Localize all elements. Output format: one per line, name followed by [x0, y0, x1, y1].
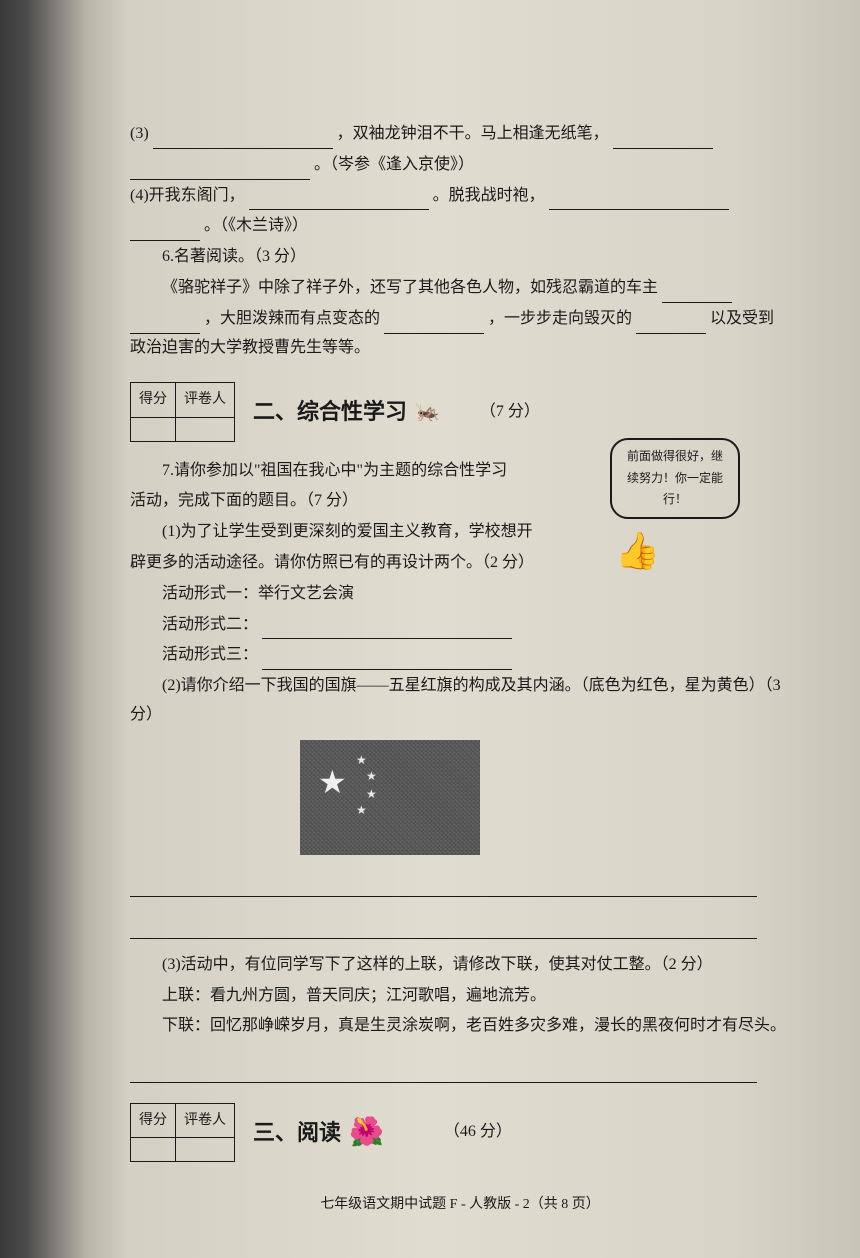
blank-field[interactable]: [130, 314, 200, 334]
blank-field[interactable]: [549, 190, 729, 210]
activity-2-label: 活动形式二：: [162, 616, 258, 633]
question-7-sub2: (2)请你介绍一下我国的国旗——五星红旗的构成及其内涵。（底色为红色，星为黄色）…: [130, 672, 790, 730]
q6-body1: 《骆驼祥子》中除了祥子外，还写了其他各色人物，如残忍霸道的车主: [162, 279, 658, 296]
flower-icon: 🌺: [349, 1108, 384, 1158]
blank-field[interactable]: [249, 190, 429, 210]
activity-3: 活动形式三：: [162, 641, 790, 670]
answer-line[interactable]: [130, 867, 757, 897]
section-3-title: 三、阅读: [253, 1113, 341, 1153]
section-2-header: 得分 评卷人 二、综合性学习 🦗 （7 分）: [130, 382, 790, 441]
blank-field[interactable]: [262, 650, 512, 670]
section-2-title: 二、综合性学习: [253, 392, 407, 432]
answer-line[interactable]: [130, 909, 757, 939]
q4-prefix: (4)开我东阁门，: [130, 187, 245, 204]
blank-field[interactable]: [662, 283, 732, 303]
score-cell[interactable]: [131, 1138, 176, 1162]
activity-1: 活动形式一：举行文艺会演: [162, 580, 790, 609]
score-col1: 得分: [131, 383, 176, 417]
lower-couplet: 下联：回忆那峥嵘岁月，真是生灵涂炭啊，老百姓多灾多难，漫长的黑夜何时才有尽头。: [130, 1012, 790, 1041]
blank-field[interactable]: [613, 129, 713, 149]
score-table: 得分 评卷人: [130, 1103, 235, 1162]
q3-mid1: ，双袖龙钟泪不干。马上相逢无纸笔，: [337, 125, 609, 142]
blank-field[interactable]: [636, 314, 706, 334]
question-6-body-cont: ，大胆泼辣而有点变态的 ，一步步走向毁灭的 以及受到政治迫害的大学教授曹先生等等…: [130, 305, 790, 363]
upper-couplet: 上联：看九州方圆，普天同庆；江河歌唱，遍地流芳。: [130, 982, 790, 1011]
q4-suffix: 。（《木兰诗》）: [204, 217, 308, 234]
question-4-cont: 。（《木兰诗》）: [130, 212, 790, 241]
score-col2: 评卷人: [176, 383, 235, 417]
q6-body2: ，大胆泼辣而有点变态的: [204, 310, 380, 327]
question-3-cont: 。（岑参《逢入京使》）: [130, 151, 790, 180]
encouragement-callout: 前面做得很好，继续努力！你一定能行！ 👍: [610, 438, 790, 584]
blank-field[interactable]: [262, 619, 512, 639]
answer-line[interactable]: [130, 1053, 757, 1083]
q3-mid2: 。（岑参《逢入京使》）: [314, 156, 474, 173]
question-6-title: 6.名著阅读。（3 分）: [130, 243, 790, 272]
score-col1: 得分: [131, 1104, 176, 1138]
blank-field[interactable]: [384, 314, 484, 334]
blank-field[interactable]: [130, 160, 310, 180]
section-2-points: （7 分）: [480, 398, 540, 427]
small-star-icon: ★: [366, 784, 377, 806]
dragonfly-icon: 🦗: [415, 394, 440, 430]
activity-2: 活动形式二：: [162, 611, 790, 640]
speech-bubble: 前面做得很好，继续努力！你一定能行！: [610, 438, 740, 519]
q6-body3: ，一步步走向毁灭的: [488, 310, 632, 327]
china-flag-image: ★ ★ ★ ★ ★: [300, 740, 480, 855]
small-star-icon: ★: [356, 800, 367, 822]
q4-mid1: 。脱我战时袍，: [433, 187, 545, 204]
thumbs-up-icon: 👍: [615, 519, 660, 584]
page-footer: 七年级语文期中试题 F - 人教版 - 2（共 8 页）: [130, 1192, 790, 1217]
score-col2: 评卷人: [176, 1104, 235, 1138]
score-cell[interactable]: [131, 417, 176, 441]
big-star-icon: ★: [318, 754, 347, 812]
score-table: 得分 评卷人: [130, 382, 235, 441]
blank-field[interactable]: [130, 221, 200, 241]
question-7-sub3: (3)活动中，有位同学写下了这样的上联，请修改下联，使其对仗工整。（2 分）: [130, 951, 790, 980]
activity-3-label: 活动形式三：: [162, 646, 258, 663]
blank-field[interactable]: [153, 129, 333, 149]
section-3-points: （46 分）: [444, 1118, 512, 1147]
grader-cell[interactable]: [176, 1138, 235, 1162]
q3-prefix: (3): [130, 125, 149, 142]
question-3: (3) ，双袖龙钟泪不干。马上相逢无纸笔，: [130, 120, 790, 149]
question-4: (4)开我东阁门， 。脱我战时袍，: [130, 182, 790, 211]
question-6-body: 《骆驼祥子》中除了祥子外，还写了其他各色人物，如残忍霸道的车主: [130, 274, 790, 303]
grader-cell[interactable]: [176, 417, 235, 441]
section-3-header: 得分 评卷人 三、阅读 🌺 （46 分）: [130, 1103, 790, 1162]
